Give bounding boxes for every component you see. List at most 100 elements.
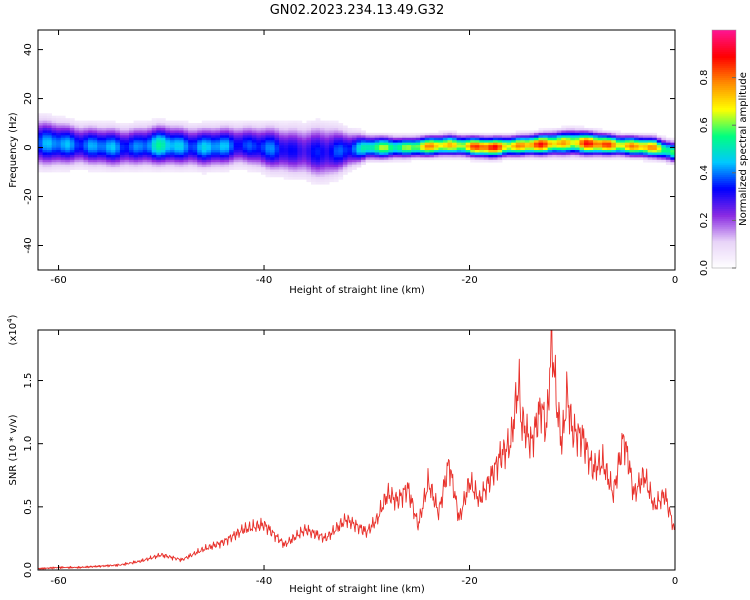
heatmap-cell — [311, 130, 316, 134]
heatmap-cell — [311, 157, 316, 161]
heatmap-cell — [224, 132, 230, 136]
heatmap-cell — [56, 162, 62, 165]
heatmap-cell — [42, 137, 48, 141]
heatmap-cell — [215, 120, 221, 124]
heatmap-cell — [397, 157, 403, 161]
heatmap-cell — [538, 147, 544, 151]
heatmap-cell — [160, 125, 166, 129]
heatmap-cell — [192, 130, 198, 134]
heatmap-cell — [242, 132, 248, 136]
heatmap-cell — [543, 150, 548, 153]
heatmap-cell — [574, 147, 580, 151]
heatmap-cell — [288, 169, 294, 173]
heatmap-cell — [270, 150, 275, 153]
heatmap-cell — [83, 125, 89, 129]
heatmap-cell — [142, 132, 148, 136]
heatmap-cell — [169, 123, 175, 126]
heatmap-cell — [574, 142, 580, 146]
heatmap-cell — [115, 159, 121, 163]
colorbar-segment — [712, 220, 736, 223]
heatmap-cell — [515, 135, 521, 139]
heatmap-cell — [242, 142, 248, 146]
heatmap-cell — [497, 154, 503, 158]
heatmap-cell — [220, 145, 225, 148]
heatmap-cell — [579, 154, 585, 158]
heatmap-cell — [506, 135, 512, 139]
heatmap-cell — [634, 157, 639, 161]
heatmap-cell — [101, 157, 107, 161]
spectrogram-y-tick-label: 0 — [23, 144, 34, 150]
heatmap-cell — [279, 162, 284, 165]
heatmap-cell — [97, 157, 102, 161]
heatmap-cell — [156, 140, 162, 143]
heatmap-cell — [151, 137, 157, 141]
snr-frame — [37, 329, 676, 571]
heatmap-cell — [233, 157, 239, 161]
heatmap-cell — [42, 150, 48, 153]
heatmap-cell — [424, 145, 430, 148]
heatmap-cell — [306, 167, 312, 170]
heatmap-cell — [320, 176, 325, 180]
heatmap-cell — [611, 132, 617, 136]
heatmap-cell — [324, 120, 330, 124]
heatmap-cell — [624, 154, 630, 158]
heatmap-cell — [129, 142, 134, 146]
heatmap-cell — [110, 142, 116, 146]
heatmap-cell — [51, 167, 57, 170]
heatmap-cell — [279, 132, 284, 136]
heatmap-cell — [306, 137, 312, 141]
heatmap-cell — [60, 150, 66, 153]
heatmap-cell — [201, 172, 207, 175]
heatmap-cell — [538, 137, 544, 141]
colorbar-segment — [712, 145, 736, 148]
heatmap-cell — [561, 140, 567, 143]
heatmap-cell — [488, 132, 494, 136]
heatmap-cell — [169, 130, 175, 134]
heatmap-cell — [543, 145, 548, 148]
heatmap-cell — [574, 130, 580, 134]
heatmap-cell — [274, 159, 280, 163]
heatmap-cell — [220, 167, 225, 170]
heatmap-cell — [347, 147, 353, 151]
heatmap-cell — [188, 142, 193, 146]
heatmap-cell — [265, 150, 271, 153]
heatmap-cell — [138, 152, 143, 156]
heatmap-cell — [42, 125, 48, 129]
heatmap-cell — [129, 157, 134, 161]
heatmap-cell — [78, 157, 84, 161]
heatmap-cell — [329, 179, 335, 183]
heatmap-cell — [283, 137, 289, 141]
heatmap-cell — [338, 152, 344, 156]
heatmap-cell — [242, 154, 248, 158]
heatmap-cell — [270, 123, 275, 126]
heatmap-cell — [274, 145, 280, 148]
heatmap-cell — [561, 150, 567, 153]
heatmap-cell — [115, 125, 121, 129]
heatmap-cell — [247, 127, 253, 131]
heatmap-cell — [206, 130, 212, 134]
heatmap-cell — [129, 169, 134, 173]
heatmap-cell — [101, 142, 107, 146]
heatmap-cell — [433, 157, 439, 161]
heatmap-cell — [306, 132, 312, 136]
heatmap-cell — [210, 123, 216, 126]
heatmap-cell — [133, 147, 139, 151]
heatmap-cell — [420, 135, 426, 139]
heatmap-cell — [624, 152, 630, 156]
heatmap-cell — [383, 150, 389, 153]
heatmap-cell — [192, 152, 198, 156]
heatmap-cell — [206, 123, 212, 126]
heatmap-cell — [374, 152, 380, 156]
heatmap-cell — [324, 174, 330, 178]
heatmap-cell — [274, 125, 280, 129]
heatmap-cell — [197, 142, 203, 146]
heatmap-cell — [138, 147, 143, 151]
heatmap-cell — [602, 152, 608, 156]
heatmap-cell — [138, 142, 143, 146]
heatmap-cell — [329, 135, 335, 139]
heatmap-cell — [74, 159, 80, 163]
heatmap-cell — [529, 130, 535, 134]
heatmap-cell — [643, 142, 648, 146]
heatmap-cell — [265, 127, 271, 131]
